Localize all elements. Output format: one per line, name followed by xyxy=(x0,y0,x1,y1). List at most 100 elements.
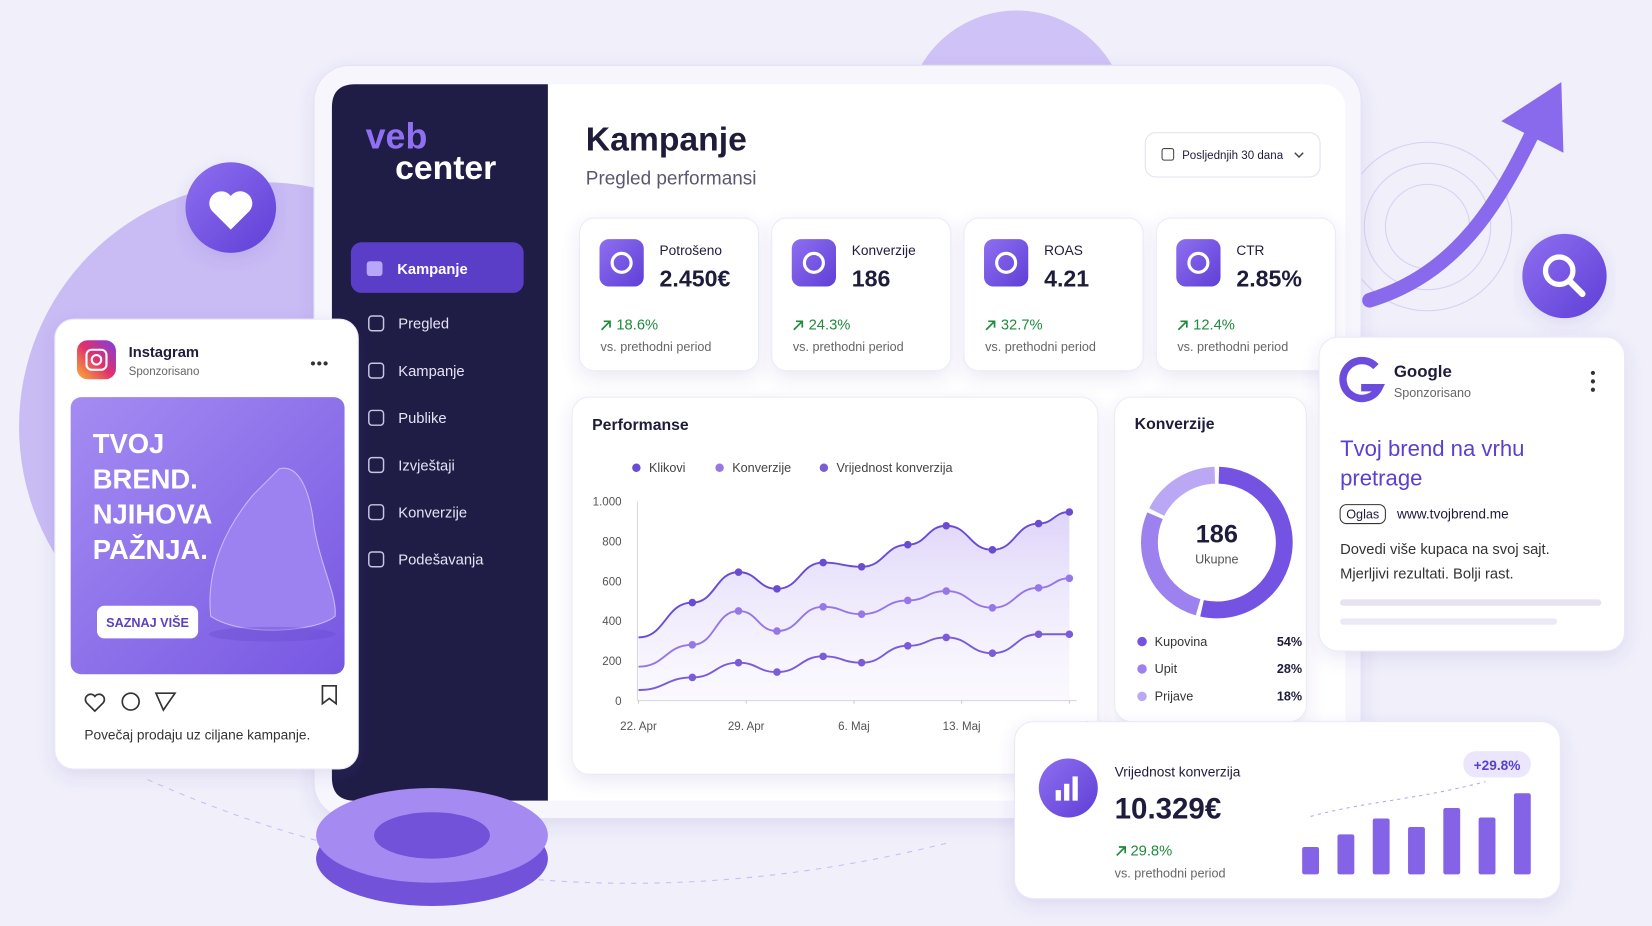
point xyxy=(857,562,866,571)
google-card xyxy=(1318,336,1626,652)
chart-title: Performanse xyxy=(592,417,689,434)
logo: veb xyxy=(366,117,428,157)
nav-icon xyxy=(368,456,385,474)
date-filter[interactable] xyxy=(1144,132,1321,178)
point xyxy=(942,587,951,595)
point xyxy=(903,540,912,549)
nav-menu: Pregled Kampanje Publike Izvještaji Konverzi… xyxy=(368,315,484,569)
point xyxy=(773,668,781,676)
up-arrow xyxy=(793,320,804,331)
ad-description: Dovedi više kupaca na svoj sajt. xyxy=(1340,542,1550,558)
logo: center xyxy=(395,149,496,187)
ad-button-label[interactable]: SAZNAJ VIŠE xyxy=(106,615,189,630)
ad-tag xyxy=(1339,504,1386,525)
bar xyxy=(1302,846,1320,875)
legend-label: Upit xyxy=(1155,662,1178,676)
kpi-icon-glyph xyxy=(802,251,825,274)
nav-item[interactable]: Pregled xyxy=(398,317,449,333)
nav-icon xyxy=(368,551,385,568)
more-icon[interactable] xyxy=(1590,370,1596,392)
instagram-logo xyxy=(90,353,103,366)
kpi-note: vs. prethodni period xyxy=(985,340,1096,354)
nav-icon xyxy=(368,504,385,521)
placeholder-line xyxy=(1340,618,1558,625)
ad-button[interactable] xyxy=(96,605,199,639)
legend-label: Vrijednost konverzija xyxy=(837,461,954,475)
bar xyxy=(1408,826,1425,875)
legend-dot xyxy=(715,463,724,472)
date-filter-label[interactable]: Posljednjih 30 dana xyxy=(1182,150,1284,162)
bar xyxy=(1443,808,1461,875)
google-logo xyxy=(1339,356,1385,403)
kpi-icon xyxy=(791,239,837,287)
point xyxy=(1034,584,1043,592)
y-tick-label: 200 xyxy=(602,656,621,668)
sneaker xyxy=(209,467,336,631)
kpi-value: 2.450€ xyxy=(660,266,731,292)
nav-item[interactable]: Kampanje xyxy=(398,364,464,380)
kpi-change: 24.3% xyxy=(809,318,851,334)
save-icon[interactable] xyxy=(321,684,337,706)
ad-text: TVOJ BREND. NJIHOVA PAŽNJA. xyxy=(93,428,213,565)
x-tick-label: 13. Maj xyxy=(943,721,981,733)
legend-label: Konverzije xyxy=(732,461,791,475)
account-name: Instagram xyxy=(129,345,199,361)
share-icon[interactable] xyxy=(154,692,177,712)
y-tick-label: 400 xyxy=(602,616,621,628)
legend-dot xyxy=(1137,691,1147,702)
nav-item[interactable]: Publike xyxy=(398,411,446,427)
point xyxy=(1034,630,1043,639)
kpi-label: Potrošeno xyxy=(660,243,723,258)
y-tick-label: 600 xyxy=(602,576,621,588)
ad-headline[interactable]: Tvoj brend na vrhu xyxy=(1340,436,1524,461)
nav-item[interactable]: Izvještaji xyxy=(398,458,455,474)
bar-icon xyxy=(1055,776,1078,801)
point xyxy=(903,642,912,650)
donut-chart: Kupovina 54% Upit 28% Prijave 18% xyxy=(1137,466,1302,704)
donut-segment xyxy=(1200,466,1293,619)
nav-active[interactable] xyxy=(350,242,524,293)
kpi-value: 4.21 xyxy=(1044,266,1089,292)
ad-line: BREND. xyxy=(93,463,198,494)
nav-active-label[interactable]: Kampanje xyxy=(397,262,467,278)
donut-3d-hole xyxy=(374,812,490,859)
donut-total-label: Ukupne xyxy=(1195,553,1239,567)
point xyxy=(1065,508,1074,516)
point xyxy=(734,607,743,615)
mini-bar-chart xyxy=(1302,793,1531,875)
comment-icon[interactable] xyxy=(121,692,140,711)
ad-url[interactable]: www.tvojbrend.me xyxy=(1396,506,1509,521)
legend-dot xyxy=(632,463,641,472)
ad-line: PAŽNJA. xyxy=(93,534,208,565)
like-icon[interactable] xyxy=(84,693,106,713)
dashed-curve xyxy=(147,779,949,884)
point xyxy=(688,598,697,607)
point xyxy=(688,673,697,682)
nav-item[interactable]: Podešavanja xyxy=(398,553,484,569)
search-badge xyxy=(1522,233,1607,319)
point xyxy=(819,602,827,611)
kpi-icon xyxy=(984,239,1029,287)
point xyxy=(988,603,997,612)
point xyxy=(773,627,781,635)
bar xyxy=(1513,793,1531,875)
nav-icon xyxy=(368,315,385,332)
legend-value: 28% xyxy=(1277,662,1302,676)
card-value: 10.329€ xyxy=(1115,793,1222,826)
donut-segment xyxy=(1149,466,1216,517)
y-tick-label: 800 xyxy=(602,536,621,548)
rings xyxy=(1342,141,1513,312)
search-icon xyxy=(1566,278,1586,298)
account-name: Google xyxy=(1394,362,1452,381)
more-icon[interactable] xyxy=(310,361,328,366)
legend-dot xyxy=(1137,664,1147,674)
card-title: Vrijednost konverzija xyxy=(1115,764,1241,779)
growth-arrow-head xyxy=(1501,82,1564,153)
placeholder-line xyxy=(1340,599,1602,606)
x-tick-label: 22. Apr xyxy=(620,721,657,733)
nav-item[interactable]: Konverzije xyxy=(398,505,467,521)
point xyxy=(688,641,697,649)
calendar-icon xyxy=(1161,148,1175,161)
ad-headline[interactable]: pretrage xyxy=(1340,466,1422,491)
